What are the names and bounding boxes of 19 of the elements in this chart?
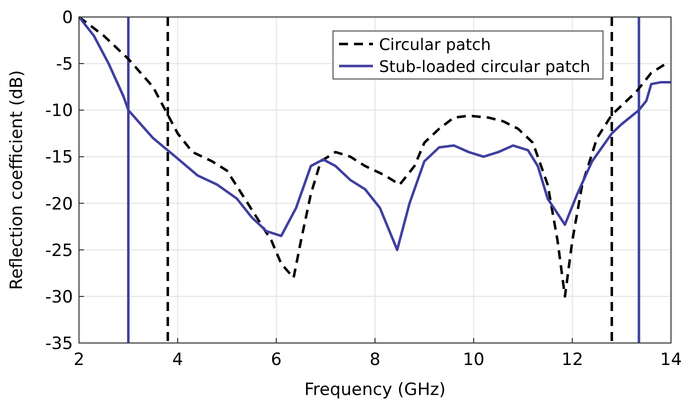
x-tick-label: 14 — [660, 350, 681, 370]
x-tick-label: 8 — [370, 350, 380, 370]
legend-label: Circular patch — [379, 35, 491, 54]
x-tick-label: 12 — [562, 350, 584, 370]
legend-label: Stub-loaded circular patch — [379, 57, 590, 76]
x-tick-label: 6 — [270, 350, 282, 370]
y-tick-label: -15 — [45, 148, 73, 168]
y-tick-label: -35 — [45, 334, 73, 354]
y-tick-label: -5 — [56, 54, 73, 75]
x-tick-label: 10 — [462, 350, 484, 370]
x-tick-label: 2 — [74, 350, 84, 370]
y-axis-title: Reflection coefficient (dB) — [7, 70, 27, 290]
x-tick-label: 4 — [172, 350, 184, 370]
y-tick-label: -10 — [45, 101, 73, 122]
y-tick-label: -25 — [45, 240, 73, 261]
y-tick-label: 0 — [62, 8, 73, 28]
y-tick-label: -30 — [45, 287, 73, 308]
y-tick-label: -20 — [45, 194, 73, 214]
x-axis-title: Frequency (GHz) — [304, 380, 446, 400]
